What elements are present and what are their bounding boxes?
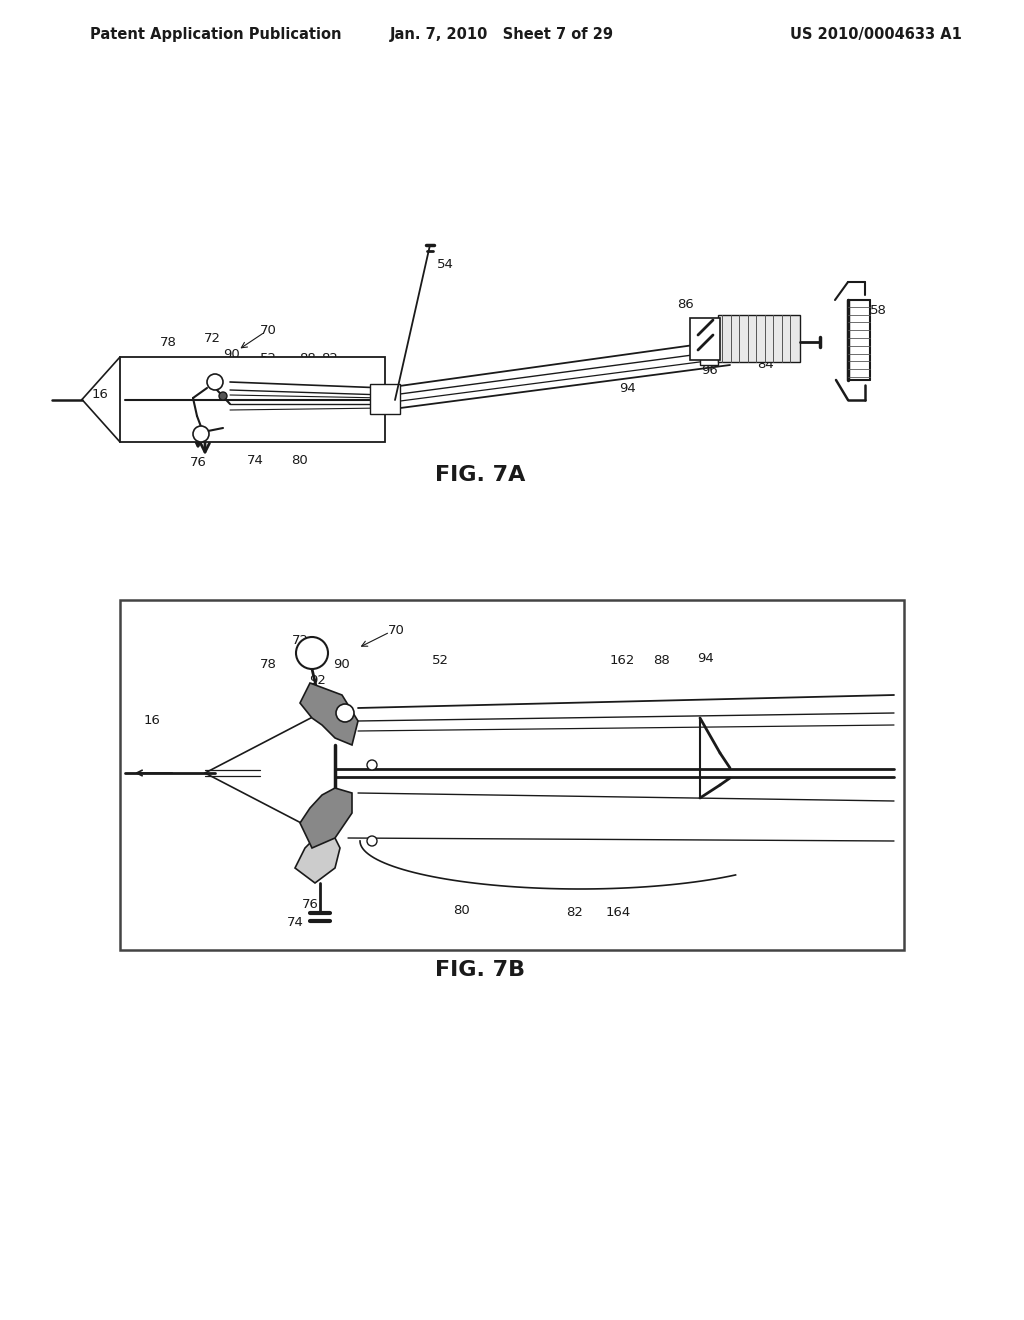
Text: 72: 72 <box>204 331 220 345</box>
Polygon shape <box>295 838 340 883</box>
Bar <box>120 601 904 950</box>
Polygon shape <box>300 682 358 744</box>
Text: 74: 74 <box>287 916 303 928</box>
Text: 94: 94 <box>697 652 715 664</box>
Text: FIG. 7A: FIG. 7A <box>435 465 525 484</box>
Bar <box>718 315 800 362</box>
Text: 86: 86 <box>677 298 693 312</box>
Text: 52: 52 <box>259 351 276 364</box>
Bar <box>120 356 385 442</box>
Text: 90: 90 <box>334 659 350 672</box>
Bar <box>690 318 720 360</box>
Text: 70: 70 <box>259 323 276 337</box>
Circle shape <box>296 638 328 669</box>
Text: 78: 78 <box>160 337 176 350</box>
Text: 76: 76 <box>189 455 207 469</box>
Text: 76: 76 <box>301 899 318 912</box>
Bar <box>700 325 718 366</box>
Text: FIG. 7B: FIG. 7B <box>435 960 525 979</box>
Text: 72: 72 <box>292 634 308 647</box>
Circle shape <box>219 392 227 400</box>
Polygon shape <box>300 788 352 847</box>
Text: 164: 164 <box>605 907 631 920</box>
Text: 88: 88 <box>300 351 316 364</box>
Text: 88: 88 <box>653 653 671 667</box>
Text: 74: 74 <box>247 454 263 466</box>
Circle shape <box>193 426 209 442</box>
Text: 84: 84 <box>758 358 774 371</box>
Text: 94: 94 <box>620 381 636 395</box>
Circle shape <box>367 836 377 846</box>
Text: Jan. 7, 2010   Sheet 7 of 29: Jan. 7, 2010 Sheet 7 of 29 <box>390 28 614 42</box>
Circle shape <box>367 760 377 770</box>
Text: 54: 54 <box>436 259 454 272</box>
Text: 70: 70 <box>387 623 404 636</box>
Text: 80: 80 <box>292 454 308 466</box>
Text: US 2010/0004633 A1: US 2010/0004633 A1 <box>790 28 962 42</box>
Text: 82: 82 <box>566 907 584 920</box>
Text: 16: 16 <box>91 388 109 401</box>
Text: 78: 78 <box>259 659 276 672</box>
Circle shape <box>336 704 354 722</box>
Text: Patent Application Publication: Patent Application Publication <box>90 28 341 42</box>
Text: 96: 96 <box>701 363 719 376</box>
Text: 16: 16 <box>143 714 161 726</box>
Text: 58: 58 <box>869 304 887 317</box>
Text: 162: 162 <box>609 653 635 667</box>
Bar <box>370 384 400 414</box>
Text: 80: 80 <box>454 903 470 916</box>
Text: 90: 90 <box>223 348 241 362</box>
Text: 92: 92 <box>309 673 327 686</box>
Text: 52: 52 <box>431 653 449 667</box>
Text: 82: 82 <box>322 351 339 364</box>
Circle shape <box>207 374 223 389</box>
